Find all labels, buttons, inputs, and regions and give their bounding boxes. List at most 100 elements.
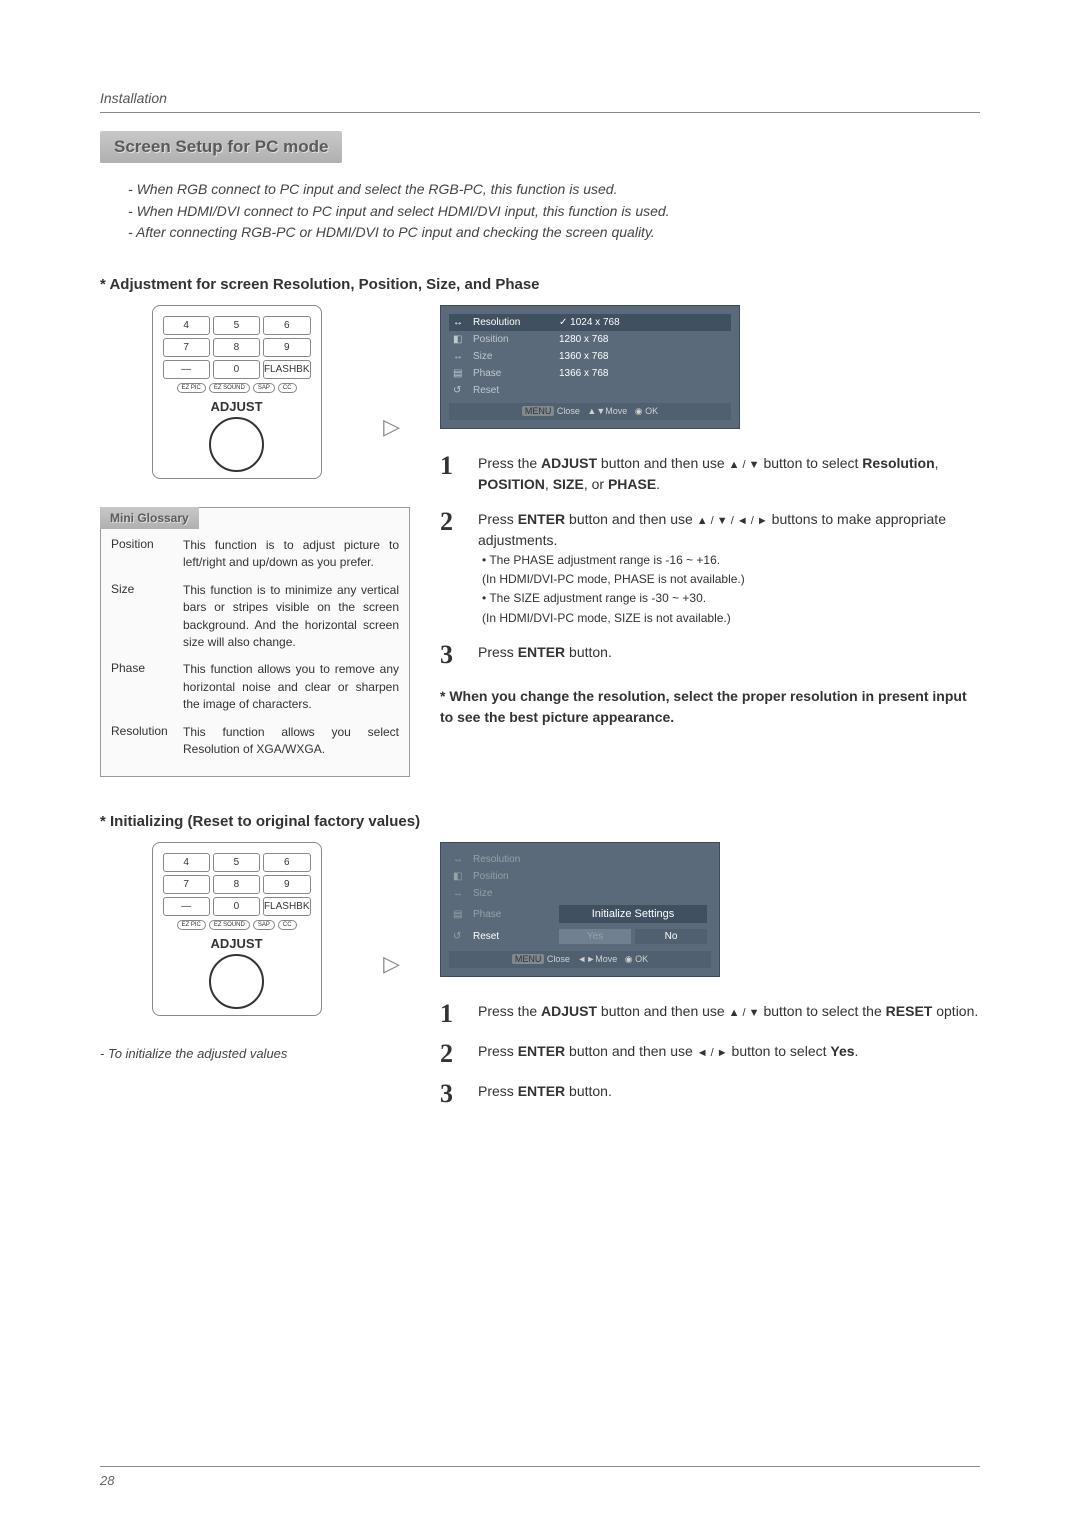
t: .	[855, 1043, 859, 1059]
t: , or	[584, 476, 608, 492]
remote-key-ezsound: EZ SOUND	[209, 383, 250, 393]
remote-key-6: 6	[263, 316, 311, 335]
t: ENTER	[518, 644, 565, 660]
phase-icon: ▤	[453, 909, 467, 920]
arrow-icon: ▷	[383, 414, 400, 440]
resolution-icon: ↔	[453, 854, 467, 865]
osd-close: Close	[557, 406, 580, 416]
t: SIZE	[553, 476, 584, 492]
osd-label: Phase	[473, 368, 553, 379]
osd-footer: MENU Close ▲▼Move ◉ OK	[449, 403, 731, 420]
remote-key-0: 0	[213, 897, 260, 916]
size-icon: ↔	[453, 351, 467, 362]
remote-key-ezpic: EZ PIC	[177, 383, 206, 393]
step-number: 1	[440, 453, 464, 495]
menu-badge: MENU	[512, 954, 545, 964]
t: Press	[478, 1043, 518, 1059]
step-number: 1	[440, 1001, 464, 1027]
remote-key-6: 6	[263, 853, 311, 872]
all4-icon: ▲ / ▼ / ◄ / ►	[697, 515, 768, 527]
osd-ok: ◉ OK	[635, 406, 658, 416]
arrow-icon: ▷	[383, 951, 400, 977]
osd-label: Reset	[473, 385, 553, 396]
divider	[100, 112, 980, 113]
remote-diagram: 4 5 6 7 8 9 — 0 FLASHBK EZ PIC EZ SOUND …	[152, 842, 322, 1016]
t: button.	[565, 1083, 612, 1099]
glossary-term: Phase	[111, 661, 175, 713]
osd-move: ▲▼Move	[587, 406, 627, 416]
remote-key-8: 8	[213, 338, 260, 357]
remote-key-flashbk: FLASHBK	[263, 360, 311, 379]
glossary-term: Resolution	[111, 724, 175, 759]
leftright-icon: ◄ / ►	[697, 1047, 728, 1059]
osd-label: Size	[473, 888, 553, 899]
osd-label: Position	[473, 871, 553, 882]
intro-text: When HDMI/DVI connect to PC input and se…	[137, 203, 670, 219]
osd-label: Resolution	[473, 854, 553, 865]
section1-heading: * Adjustment for screen Resolution, Posi…	[100, 276, 980, 293]
t: Press the	[478, 1003, 541, 1019]
mini-glossary: Mini Glossary PositionThis function is t…	[100, 507, 410, 777]
reset-icon: ↺	[453, 931, 467, 942]
osd-close: Close	[547, 954, 570, 964]
page-number: 28	[100, 1466, 980, 1488]
intro-item: - After connecting RGB-PC or HDMI/DVI to…	[128, 222, 980, 244]
t: button to select	[760, 455, 863, 471]
remote-key-cc: CC	[278, 920, 297, 930]
intro-text: After connecting RGB-PC or HDMI/DVI to P…	[136, 224, 655, 240]
glossary-term: Position	[111, 537, 175, 572]
remote-key-flashbk: FLASHBK	[263, 897, 311, 916]
phase-icon: ▤	[453, 368, 467, 379]
remote-key-dash: —	[163, 897, 210, 916]
resolution-icon: ↔	[453, 317, 467, 328]
menu-badge: MENU	[522, 406, 555, 416]
remote-key-0: 0	[213, 360, 260, 379]
glossary-def: This function is to minimize any vertica…	[183, 582, 399, 652]
t: button to select the	[760, 1003, 886, 1019]
updown-icon: ▲ / ▼	[729, 459, 760, 471]
osd-menu: ↔Resolution✓ 1024 x 768 ◧Position1280 x …	[440, 305, 740, 429]
step-number: 3	[440, 1081, 464, 1107]
remote-key-9: 9	[263, 338, 311, 357]
t: POSITION	[478, 476, 545, 492]
section-header: Installation	[100, 90, 980, 106]
glossary-def: This function is to adjust picture to le…	[183, 537, 399, 572]
osd-label: Position	[473, 334, 553, 345]
step-text: Press the ADJUST button and then use ▲ /…	[478, 1001, 980, 1027]
t: Press the	[478, 455, 541, 471]
t: button and then use	[565, 1043, 697, 1059]
step-text: Press ENTER button and then use ◄ / ► bu…	[478, 1041, 980, 1067]
t: button to select	[728, 1043, 831, 1059]
intro-text: When RGB connect to PC input and select …	[137, 181, 618, 197]
t: RESET	[886, 1003, 933, 1019]
intro-item: - When RGB connect to PC input and selec…	[128, 179, 980, 201]
initialize-note: - To initialize the adjusted values	[100, 1046, 410, 1061]
t: option.	[932, 1003, 978, 1019]
t: ADJUST	[541, 455, 597, 471]
remote-key-5: 5	[213, 316, 260, 335]
t: button and then use	[597, 1003, 729, 1019]
step-text: Press ENTER button.	[478, 1081, 980, 1107]
no-option: No	[635, 929, 707, 944]
initialize-settings-label: Initialize Settings	[559, 905, 707, 923]
step-text: Press the ADJUST button and then use ▲ /…	[478, 453, 980, 495]
osd-footer: MENU Close ◄►Move ◉ OK	[449, 951, 711, 968]
osd-move: ◄►Move	[577, 954, 617, 964]
glossary-term: Size	[111, 582, 175, 652]
updown-icon: ▲ / ▼	[729, 1007, 760, 1019]
page-title: Screen Setup for PC mode	[100, 131, 342, 163]
remote-key-8: 8	[213, 875, 260, 894]
bullet: (In HDMI/DVI-PC mode, PHASE is not avail…	[482, 570, 980, 589]
remote-adjust-label: ADJUST	[163, 399, 311, 414]
section2-heading: * Initializing (Reset to original factor…	[100, 813, 980, 830]
osd-label: Resolution	[473, 317, 553, 328]
bullet: • The PHASE adjustment range is -16 ~ +1…	[482, 551, 980, 570]
remote-key-ezsound: EZ SOUND	[209, 920, 250, 930]
yes-option: Yes	[559, 929, 631, 944]
t: Yes	[830, 1043, 854, 1059]
osd-value: ✓ 1024 x 768	[559, 317, 727, 328]
remote-key-sap: SAP	[253, 920, 275, 930]
osd-value: 1366 x 768	[559, 368, 727, 379]
osd-value: 1280 x 768	[559, 334, 727, 345]
remote-diagram: 4 5 6 7 8 9 — 0 FLASHBK EZ PIC EZ SOUND …	[152, 305, 322, 479]
